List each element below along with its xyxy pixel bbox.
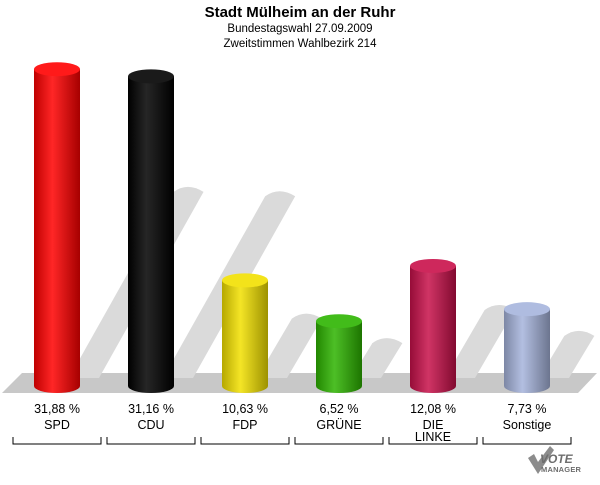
bar-top-5: [504, 302, 550, 317]
category-label: DIE: [423, 418, 444, 432]
chart-titles: Stadt Mülheim an der Ruhr Bundestagswahl…: [0, 4, 600, 52]
check-icon: [528, 446, 554, 474]
category-bracket: [106, 437, 196, 445]
bar-top-0: [34, 62, 80, 77]
value-label: 7,73 %: [508, 402, 547, 416]
category-label: SPD: [44, 418, 70, 432]
value-label: 10,63 %: [222, 402, 268, 416]
bar-top-3: [316, 314, 362, 329]
value-label: 31,16 %: [128, 402, 174, 416]
chart-title: Stadt Mülheim an der Ruhr: [204, 4, 396, 21]
bar-shadow: [445, 304, 515, 378]
value-label: 6,52 %: [320, 402, 359, 416]
bar-0: [34, 69, 80, 393]
value-label: 31,88 %: [34, 402, 80, 416]
bar-shadow: [351, 338, 403, 378]
bar-shadow: [539, 330, 595, 378]
category-label: FDP: [233, 418, 258, 432]
bar-top-2: [222, 273, 268, 288]
category-label: Sonstige: [503, 418, 552, 432]
category-label: GRÜNE: [316, 418, 361, 432]
bar-5: [504, 309, 550, 393]
bar-3: [316, 321, 362, 393]
bar-1: [128, 76, 174, 393]
category-bracket: [294, 437, 384, 445]
bar-top-4: [410, 258, 456, 273]
bar-top-1: [128, 69, 174, 84]
logo-text-manager: MANAGER: [541, 465, 582, 474]
bar-shadow: [257, 313, 322, 378]
bar-4: [410, 265, 456, 393]
category-label: LINKE: [415, 430, 451, 444]
logo-text-vote: VOTE: [540, 452, 573, 466]
category-bracket: [200, 437, 290, 445]
category-bracket: [12, 437, 102, 445]
bar-2: [222, 280, 268, 393]
chart-subtitle: Bundestagswahl 27.09.2009: [227, 23, 373, 35]
chart-subtitle-2: Zweitstimmen Wahlbezirk 214: [223, 38, 377, 50]
votemanager-logo: [524, 444, 600, 480]
category-bracket: [482, 437, 572, 445]
category-bracket: [388, 437, 478, 445]
value-label: 12,08 %: [410, 402, 456, 416]
category-label: CDU: [137, 418, 164, 432]
